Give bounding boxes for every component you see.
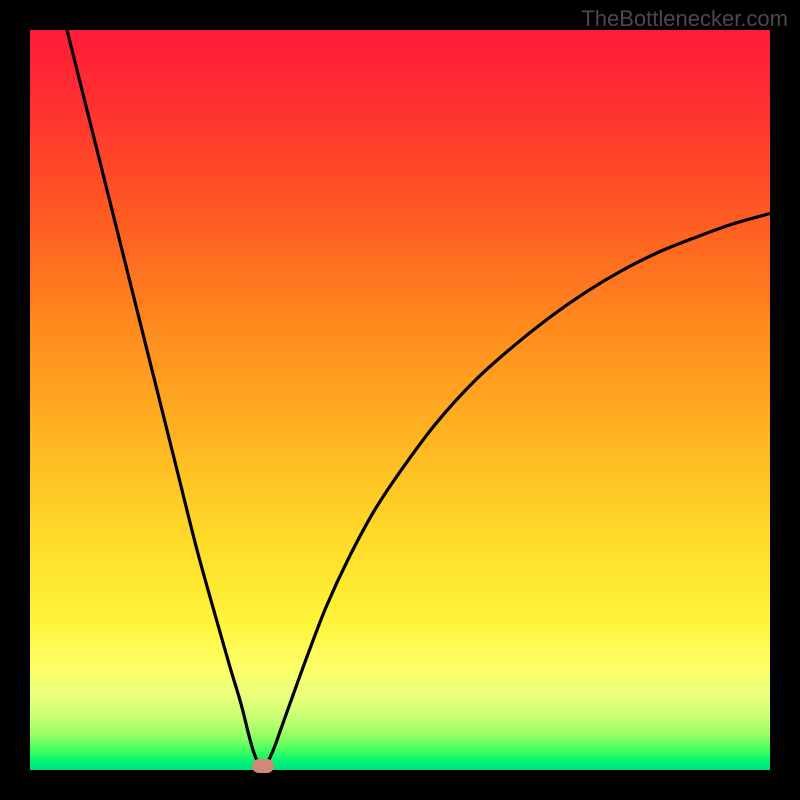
optimal-point-marker	[252, 759, 274, 773]
watermark-text: TheBottlenecker.com	[581, 6, 788, 32]
bottleneck-curve	[30, 30, 770, 770]
plot-area	[30, 30, 770, 770]
chart-container	[0, 0, 800, 800]
